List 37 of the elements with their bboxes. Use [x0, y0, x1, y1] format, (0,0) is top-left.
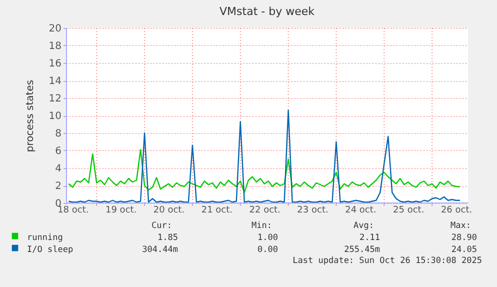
x-tick-label: 24 oct.: [345, 206, 376, 216]
text: 1.00: [258, 233, 278, 243]
text: 28.90: [451, 233, 477, 243]
chart-title: VMstat - by week: [220, 5, 316, 18]
x-tick-label: 26 oct.: [440, 206, 472, 216]
text: Max:: [450, 221, 471, 231]
line-series: [68, 149, 461, 194]
y-tick-label: 14: [48, 76, 62, 87]
y-tick-label: 10: [48, 111, 62, 122]
legend-label: running: [27, 233, 63, 243]
x-tick-label: 25 oct.: [393, 206, 424, 216]
legend-label: I/O sleep: [27, 245, 74, 255]
y-tick-label: 8: [55, 128, 62, 140]
text: 2.11: [360, 233, 380, 243]
y-tick-label: 12: [48, 94, 62, 104]
x-tick-label: 20 oct.: [153, 206, 185, 216]
y-tick-label: 20: [48, 24, 62, 34]
y-axis-title: process states: [24, 80, 36, 152]
x-tick-label: 22 oct.: [249, 206, 280, 216]
line-series: [68, 110, 461, 203]
text: 24.05: [451, 245, 477, 255]
y-tick-label: 4: [55, 164, 62, 174]
y-tick-label: 2: [55, 181, 62, 192]
y-tick-label: 18: [48, 41, 62, 52]
x-tick-label: 19 oct.: [105, 206, 137, 216]
text: 304.44m: [142, 245, 178, 255]
x-tick-label: 23 oct.: [297, 206, 328, 216]
y-tick-label: 6: [55, 146, 62, 157]
text: 255.45m: [344, 245, 380, 255]
text: Last update: Sun Oct 26 15:30:08 2025: [292, 256, 482, 266]
text: Cur:: [152, 221, 172, 231]
y-tick-label: 16: [48, 58, 62, 70]
text: Avg:: [354, 221, 374, 231]
text: Min:: [252, 221, 272, 231]
text: 1.85: [158, 233, 178, 243]
text: 0.00: [258, 245, 278, 255]
x-tick-label: 21 oct.: [201, 206, 233, 216]
